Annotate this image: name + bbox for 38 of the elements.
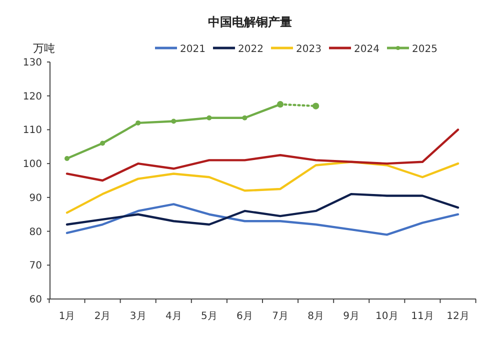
y-tick-label: 60 [29, 294, 42, 306]
y-tick-label: 100 [22, 159, 42, 170]
y-tick-label: 70 [29, 260, 42, 272]
line-series [66, 203, 460, 236]
y-tick-label: 120 [22, 91, 42, 102]
legend-label: 2022 [238, 44, 264, 55]
point [136, 120, 141, 126]
y-tick-label: 90 [29, 192, 42, 204]
x-tick-label: 11月 [411, 311, 434, 322]
point [64, 156, 70, 161]
point [100, 140, 106, 146]
point [171, 118, 176, 124]
y-tick-label: 130 [22, 58, 42, 68]
legend-label: 2023 [296, 44, 322, 55]
x-tick-label: 12月 [446, 311, 470, 322]
y-axis-title: 万吨 [33, 42, 55, 55]
legend-label: 2024 [354, 44, 380, 55]
x-tick-label: 5月 [200, 311, 218, 322]
x-tick-label: 10月 [376, 311, 398, 322]
x-tick-label: 2月 [94, 311, 111, 322]
x-tick-label: 6月 [236, 311, 253, 322]
x-tick-label: 1月 [58, 311, 76, 322]
y-tick-label: 110 [22, 125, 42, 136]
x-tick-label: 7月 [272, 311, 288, 322]
x-tick-label: 8月 [308, 311, 324, 322]
line-series [66, 192, 460, 226]
point [312, 102, 320, 110]
y-tick-label: 80 [29, 226, 42, 238]
legend-label: 2021 [180, 44, 206, 55]
line-series [66, 128, 460, 182]
point [242, 115, 248, 120]
legend-label: 2025 [412, 44, 438, 55]
line-series [66, 160, 460, 214]
chart-title: 中国电解铜产量 [208, 15, 292, 29]
point [206, 115, 212, 120]
x-tick-label: 9月 [343, 311, 360, 322]
x-tick-label: 4月 [165, 311, 182, 322]
x-tick-label: 3月 [130, 311, 146, 322]
